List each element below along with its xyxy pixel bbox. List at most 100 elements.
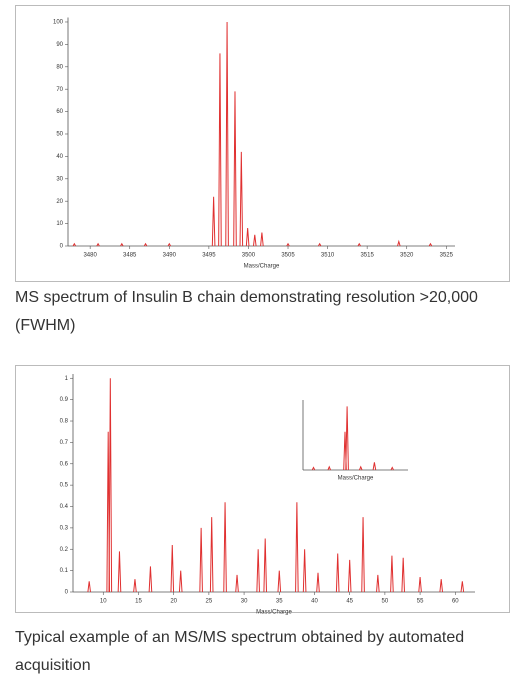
peak: [143, 242, 148, 247]
x-tick-label: 3505: [281, 253, 295, 259]
x-tick-label: 3480: [83, 253, 97, 259]
peak: [170, 544, 175, 593]
y-tick-label: 0.9: [60, 397, 69, 403]
x-tick-label: 3515: [360, 253, 374, 259]
x-tick-label: 3500: [242, 253, 256, 259]
peak: [225, 21, 229, 247]
y-tick-label: 0.8: [60, 419, 69, 425]
y-tick-label: 100: [53, 20, 64, 26]
peak: [260, 232, 264, 247]
peak: [72, 242, 77, 247]
y-tick-label: 0.5: [60, 483, 69, 489]
peak: [345, 406, 349, 471]
peak: [418, 576, 422, 593]
peak: [117, 551, 122, 593]
y-tick-label: 30: [56, 176, 63, 182]
peak: [335, 553, 340, 593]
y-tick-label: 0.1: [60, 568, 69, 574]
peak: [199, 527, 203, 593]
x-axis-label: Mass/Charge: [244, 264, 280, 270]
peak: [358, 465, 363, 471]
y-tick-label: 1: [65, 376, 69, 382]
y-tick-label: 0.4: [60, 504, 69, 510]
peak: [460, 581, 465, 593]
y-tick-label: 90: [56, 42, 63, 48]
peak: [390, 466, 394, 471]
caption: MS spectrum of Insulin B chain demonstra…: [15, 289, 478, 334]
x-tick-label: 3495: [202, 253, 216, 259]
peak: [133, 579, 137, 593]
peak: [263, 538, 267, 593]
peak: [120, 242, 124, 247]
peak: [245, 228, 250, 247]
y-tick-label: 80: [56, 64, 63, 70]
peak: [295, 502, 299, 593]
peak: [239, 151, 244, 247]
y-tick-label: 20: [56, 199, 63, 205]
y-tick-label: 60: [56, 109, 63, 115]
x-tick-label: 35: [276, 599, 283, 605]
peak: [316, 572, 320, 593]
peak: [87, 581, 91, 593]
peak: [148, 566, 153, 593]
peak: [347, 559, 352, 593]
x-axis-label: Mass/Charge: [256, 610, 292, 616]
y-tick-label: 0: [65, 590, 69, 596]
x-tick-label: 45: [346, 599, 353, 605]
y-tick-label: 0.3: [60, 525, 69, 531]
y-tick-label: 0: [60, 244, 64, 250]
peak: [178, 570, 183, 593]
x-tick-label: 30: [241, 599, 248, 605]
figure-frame: [15, 5, 510, 282]
peak: [357, 242, 361, 247]
x-tick-label: 3520: [400, 253, 414, 259]
x-tick-label: 3525: [440, 253, 454, 259]
peak: [372, 462, 377, 471]
peak: [327, 465, 332, 471]
x-tick-label: 15: [135, 599, 142, 605]
y-tick-label: 10: [56, 221, 63, 227]
y-tick-label: 0.6: [60, 461, 69, 467]
x-tick-label: 10: [100, 599, 107, 605]
x-tick-label: 55: [417, 599, 424, 605]
peak: [256, 549, 260, 593]
peak: [439, 579, 444, 593]
peak: [211, 196, 216, 247]
peak: [167, 242, 172, 247]
caption: Typical example of an MS/MS spectrum obt…: [15, 629, 465, 674]
figure-frame: [15, 365, 510, 613]
peak: [209, 517, 214, 593]
x-tick-label: 3510: [321, 253, 335, 259]
peak: [277, 570, 282, 593]
x-tick-label: 60: [452, 599, 459, 605]
peak: [390, 555, 394, 593]
x-tick-label: 3490: [163, 253, 177, 259]
y-tick-label: 0.2: [60, 547, 69, 553]
x-tick-label: 40: [311, 599, 318, 605]
peak: [376, 574, 380, 593]
peak: [317, 242, 322, 247]
peak: [108, 378, 113, 593]
x-tick-label: 3485: [123, 253, 137, 259]
y-tick-label: 40: [56, 154, 63, 160]
peak: [311, 466, 316, 471]
peak: [428, 242, 433, 247]
peak: [286, 242, 290, 247]
peak: [233, 91, 237, 247]
y-tick-label: 50: [56, 132, 63, 138]
x-tick-label: 20: [170, 599, 177, 605]
peak: [302, 549, 307, 593]
x-axis-label: Mass/Charge: [338, 476, 374, 482]
peak: [252, 234, 257, 247]
y-tick-label: 0.7: [60, 440, 69, 446]
y-tick-label: 70: [56, 87, 63, 93]
peak: [361, 517, 365, 593]
peak: [401, 557, 405, 593]
x-tick-label: 25: [206, 599, 213, 605]
peak: [223, 502, 227, 593]
x-tick-label: 50: [382, 599, 389, 605]
peak: [218, 53, 222, 247]
peak: [235, 574, 239, 593]
peak: [397, 239, 401, 247]
